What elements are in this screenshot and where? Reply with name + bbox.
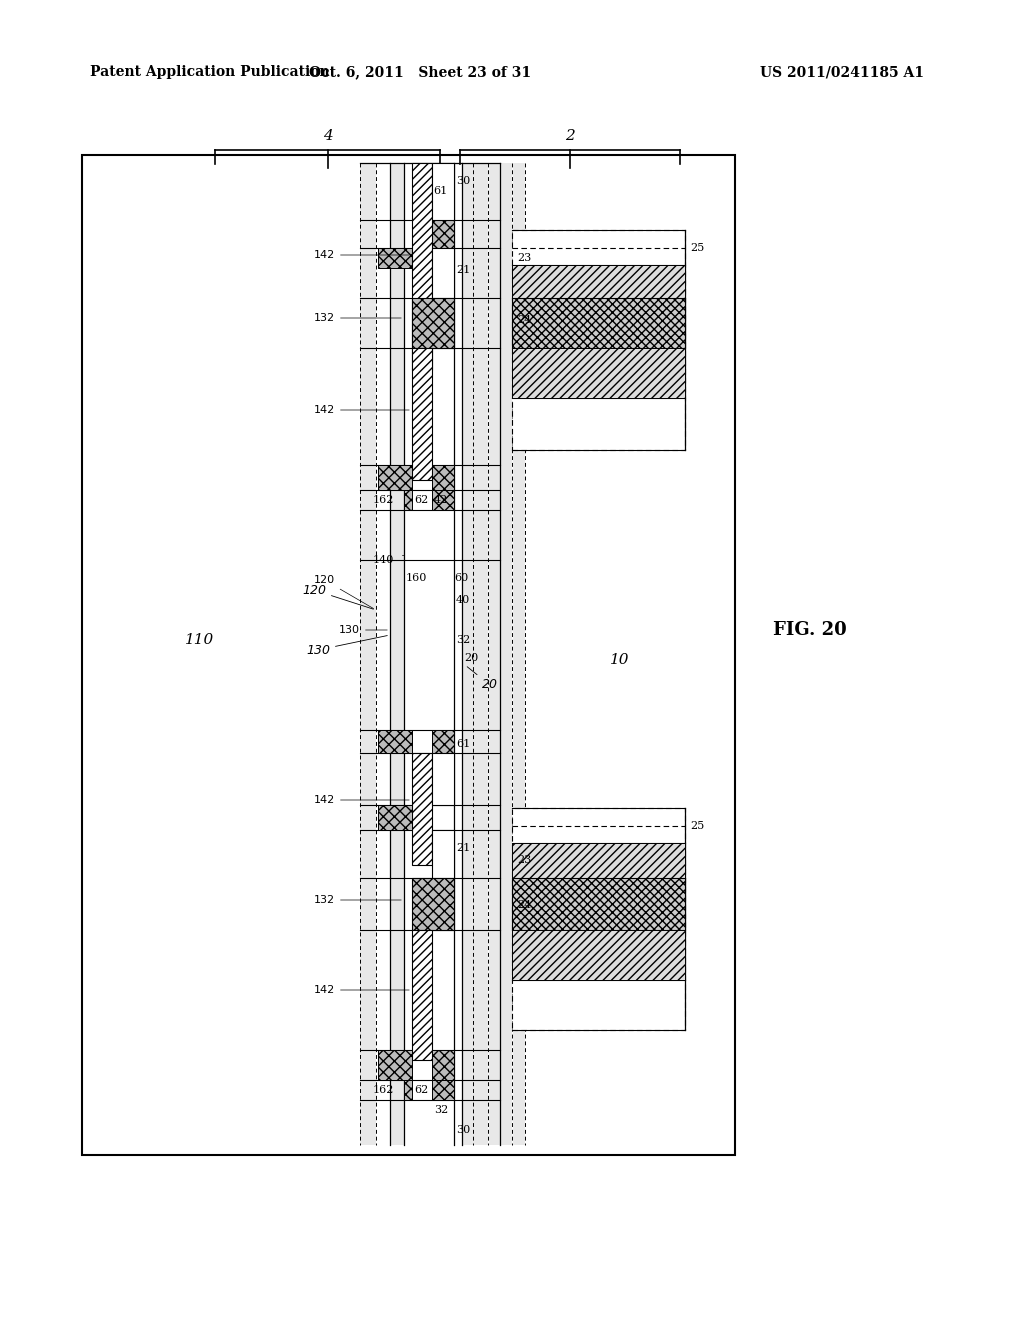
Text: 120: 120 [302, 583, 374, 609]
Bar [512, 348, 685, 399]
Bar [432, 220, 454, 248]
Text: 130: 130 [306, 635, 387, 656]
Bar [432, 1080, 454, 1100]
Text: 4: 4 [323, 129, 333, 143]
Text: 24: 24 [517, 900, 531, 909]
Text: 130: 130 [339, 624, 387, 635]
Bar [432, 730, 454, 752]
Text: 23: 23 [517, 855, 531, 865]
Bar [412, 298, 454, 348]
Bar [404, 1080, 412, 1100]
Text: 25: 25 [690, 243, 705, 253]
Bar [412, 931, 432, 1060]
Bar [412, 752, 432, 865]
Text: 20: 20 [467, 667, 498, 692]
Text: 142: 142 [313, 405, 410, 414]
Bar [378, 465, 412, 490]
Bar [378, 805, 412, 830]
Text: 162: 162 [373, 495, 394, 506]
Bar [512, 230, 685, 450]
Bar [412, 878, 454, 931]
Bar [390, 162, 404, 1144]
Text: 42: 42 [434, 495, 449, 506]
Bar [473, 162, 488, 1144]
Text: US 2011/0241185 A1: US 2011/0241185 A1 [760, 65, 924, 79]
Bar [463, 162, 473, 1144]
Text: 62: 62 [414, 1085, 428, 1096]
Text: 140: 140 [373, 554, 394, 565]
Text: 30: 30 [456, 1125, 470, 1135]
Text: 25: 25 [690, 821, 705, 832]
Text: FIG. 20: FIG. 20 [773, 620, 847, 639]
Bar [432, 752, 454, 805]
Text: 162: 162 [373, 1085, 394, 1096]
Bar [432, 830, 454, 878]
Text: 10: 10 [610, 653, 630, 667]
Bar [432, 248, 454, 298]
Text: 110: 110 [185, 634, 215, 647]
Text: 132: 132 [314, 895, 401, 906]
Bar [432, 1049, 454, 1080]
Bar [412, 348, 432, 480]
Text: 142: 142 [313, 249, 410, 260]
Text: 120: 120 [314, 576, 374, 609]
Text: 60: 60 [454, 573, 468, 583]
Text: 142: 142 [313, 985, 410, 995]
Text: 30: 30 [456, 176, 470, 186]
Text: Oct. 6, 2011   Sheet 23 of 31: Oct. 6, 2011 Sheet 23 of 31 [309, 65, 531, 79]
Bar [360, 162, 376, 1144]
Text: 24: 24 [517, 315, 531, 325]
Text: 23: 23 [517, 253, 531, 263]
Text: 142: 142 [313, 795, 410, 805]
Text: 21: 21 [456, 843, 470, 853]
Text: 62: 62 [414, 495, 428, 506]
Bar [378, 248, 412, 268]
Bar [512, 878, 685, 931]
Text: 2: 2 [565, 129, 574, 143]
Text: 40: 40 [456, 595, 470, 605]
Bar [432, 162, 454, 220]
Bar [378, 1049, 412, 1080]
Text: Patent Application Publication: Patent Application Publication [90, 65, 330, 79]
Bar [512, 808, 685, 1030]
Bar [412, 162, 432, 370]
Bar [512, 931, 685, 979]
Bar [512, 265, 685, 298]
Bar [432, 465, 454, 490]
Bar [82, 154, 735, 1155]
Bar [489, 162, 512, 1144]
Text: 21: 21 [456, 265, 470, 275]
Text: 160: 160 [406, 573, 427, 583]
Bar [513, 162, 525, 1144]
Text: 132: 132 [314, 313, 401, 323]
Bar [378, 730, 412, 752]
Text: 32: 32 [456, 635, 470, 645]
Text: 61: 61 [456, 739, 470, 748]
Bar [404, 490, 412, 510]
Text: 61: 61 [433, 186, 447, 195]
Text: 32: 32 [434, 1105, 449, 1115]
Bar [432, 490, 454, 510]
Bar [512, 298, 685, 348]
Bar [512, 843, 685, 878]
Text: 20: 20 [464, 653, 478, 663]
